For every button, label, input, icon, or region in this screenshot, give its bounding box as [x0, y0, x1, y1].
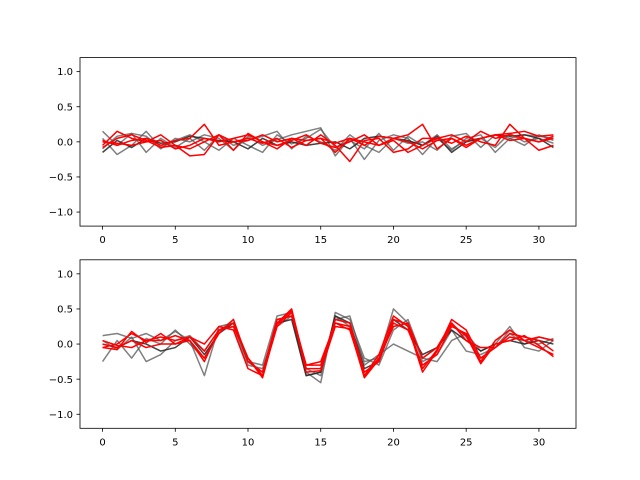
x-tick-label: 5	[172, 437, 178, 448]
plot-area	[101, 308, 554, 384]
x-tick-label: 30	[533, 437, 546, 448]
plot-area	[101, 123, 554, 163]
y-tick-label: 0.0	[57, 340, 73, 351]
y-tick-label: −0.5	[49, 173, 73, 184]
x-tick-label: 5	[172, 235, 178, 246]
y-tick-label: −1.0	[49, 208, 73, 219]
y-tick-label: −0.5	[49, 375, 73, 386]
x-tick-label: 10	[242, 235, 255, 246]
y-tick-label: 0.5	[57, 305, 73, 316]
series-line-8	[102, 134, 554, 154]
x-tick-label: 15	[314, 235, 327, 246]
x-tick-label: 0	[99, 235, 105, 246]
y-tick-label: 0.0	[57, 137, 73, 148]
x-tick-label: 25	[460, 437, 473, 448]
x-tick-label: 10	[242, 437, 255, 448]
series-line-8	[102, 309, 554, 379]
x-tick-label: 30	[533, 235, 546, 246]
x-tick-label: 15	[314, 437, 327, 448]
x-tick-label: 25	[460, 235, 473, 246]
x-tick-label: 0	[99, 437, 105, 448]
x-tick-label: 20	[387, 235, 400, 246]
axes-2: 0 5 10 15 20 25 30 −1.0 −0.5 0.0 0.5 1.0	[49, 259, 577, 448]
series-line-7	[102, 315, 554, 377]
y-tick-label: 1.0	[57, 269, 73, 280]
x-tick-label: 20	[387, 437, 400, 448]
axes-1: 0 5 10 15 20 25 30 −1.0 −0.5 0.0 0.5 1.0	[49, 57, 577, 246]
y-tick-label: 0.5	[57, 102, 73, 113]
y-tick-label: 1.0	[57, 67, 73, 78]
y-tick-label: −1.0	[49, 410, 73, 421]
